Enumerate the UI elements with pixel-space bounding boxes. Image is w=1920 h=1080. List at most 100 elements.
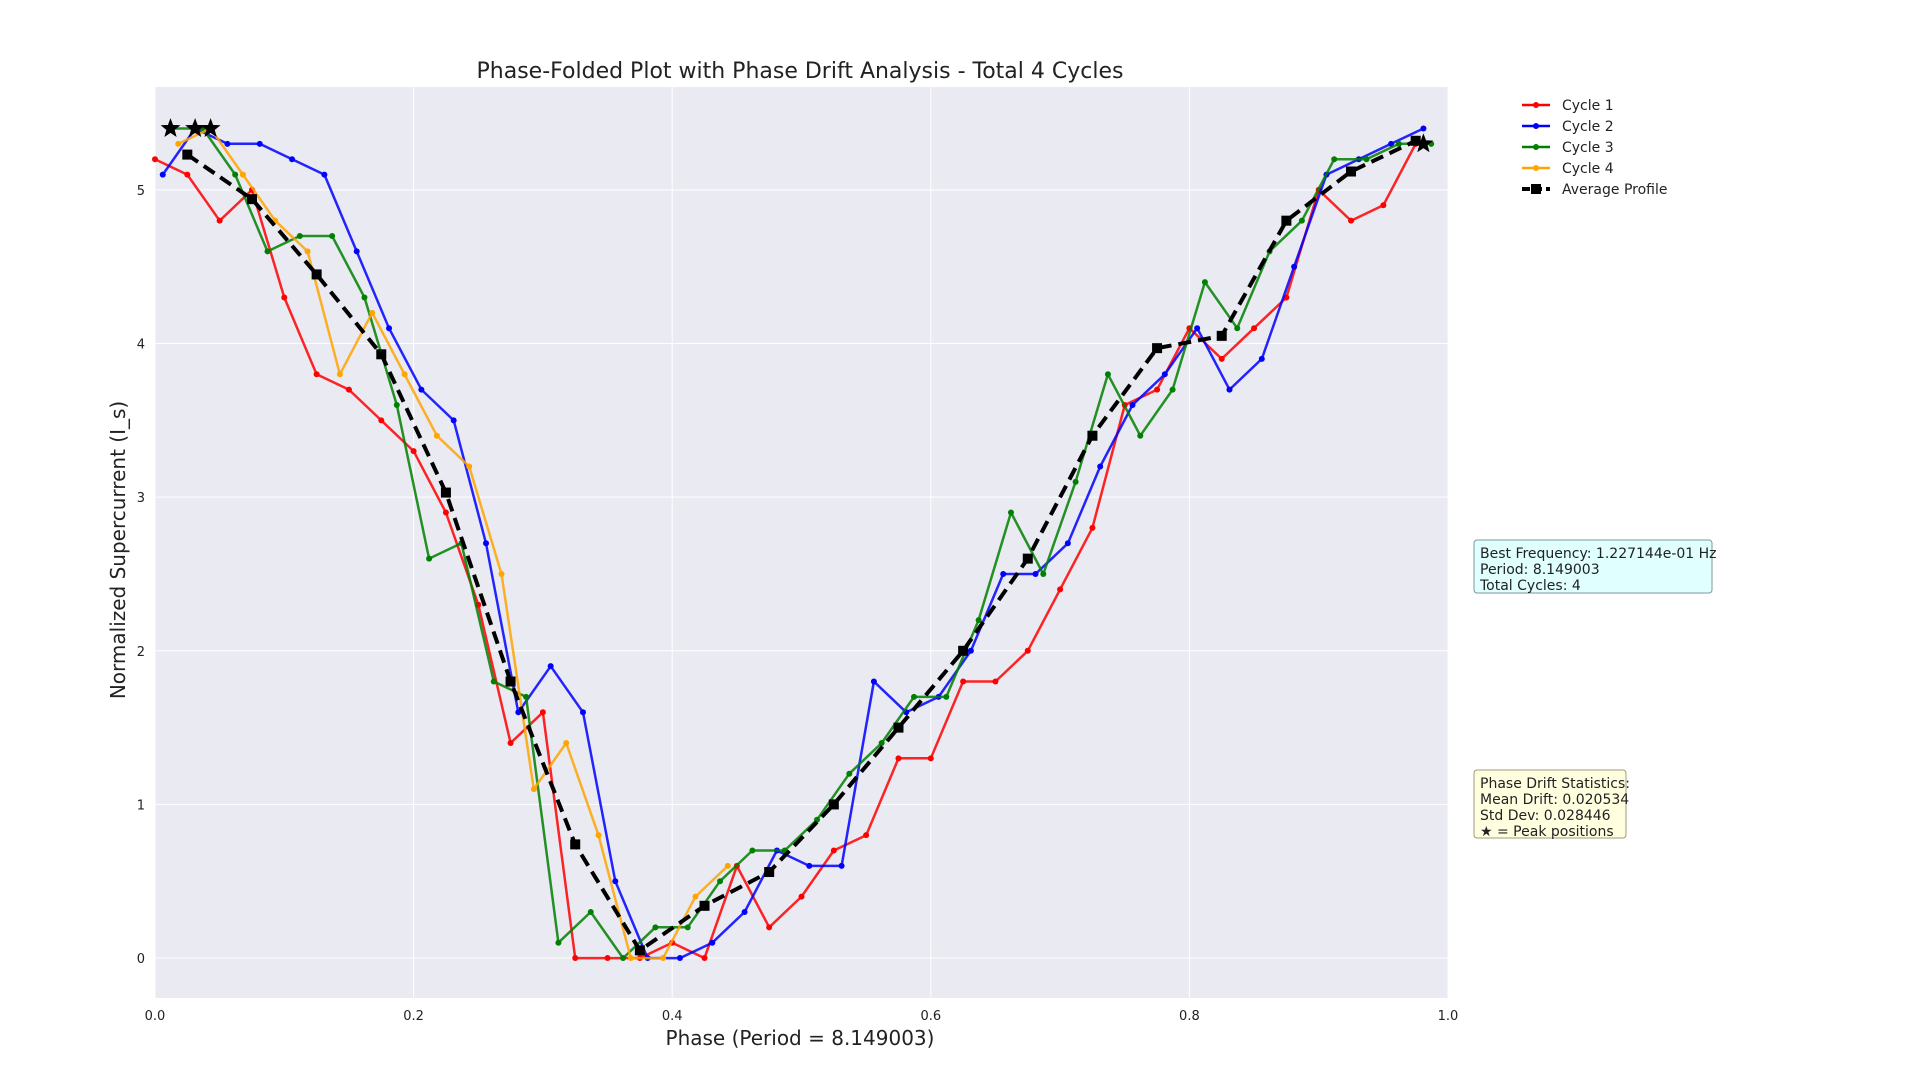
data-point (627, 955, 634, 962)
data-point (749, 847, 756, 854)
data-point (1395, 140, 1402, 147)
legend-label: Cycle 1 (1562, 98, 1614, 114)
peak-star (1413, 133, 1434, 153)
data-point (927, 755, 934, 762)
data-point (634, 945, 645, 956)
peak-star (160, 118, 181, 137)
data-point (660, 955, 667, 962)
peak-star (200, 118, 221, 137)
data-point (893, 722, 904, 733)
data-point (692, 893, 699, 900)
data-point (1201, 279, 1208, 286)
data-point (878, 739, 885, 746)
data-point (1218, 355, 1225, 362)
data-point (246, 194, 257, 205)
data-point (401, 371, 408, 378)
data-point (311, 269, 322, 280)
data-point (870, 678, 877, 685)
data-point (709, 939, 716, 946)
drift-box-line: Std Dev: 0.028446 (1480, 808, 1611, 824)
data-point (806, 862, 813, 869)
data-point (1169, 386, 1176, 393)
peak-markers (160, 118, 1434, 153)
data-point (1388, 140, 1395, 147)
legend-label: Average Profile (1562, 182, 1667, 198)
frequency-box-line: Total Cycles: 4 (1479, 578, 1581, 594)
data-point (296, 233, 303, 240)
data-point (304, 248, 311, 255)
data-point (1251, 325, 1258, 332)
data-point (992, 678, 999, 685)
grid (154, 87, 1449, 998)
x-axis-ticks: 0.0 0.2 0.4 0.6 0.8 1.0 (145, 1009, 1459, 1024)
legend-marker (1533, 123, 1539, 129)
data-point (353, 248, 360, 255)
series-cycle-4 (175, 125, 731, 962)
data-point (175, 140, 182, 147)
data-point (386, 325, 393, 332)
data-point (1064, 540, 1071, 547)
data-point (1298, 217, 1305, 224)
data-point (587, 908, 594, 915)
data-point (563, 739, 570, 746)
series-line (177, 127, 729, 960)
series-layer (152, 125, 1435, 962)
series-line (161, 127, 1424, 960)
data-point (507, 739, 514, 746)
data-point (620, 955, 627, 962)
data-point (1380, 202, 1387, 209)
data-point (570, 839, 581, 850)
data-point (595, 832, 602, 839)
data-point (539, 709, 546, 716)
data-point (1022, 553, 1033, 564)
data-point (838, 862, 845, 869)
data-point (1258, 355, 1265, 362)
data-point (1104, 371, 1111, 378)
data-point (863, 832, 870, 839)
data-point (393, 402, 400, 409)
y-tick-label: 2 (137, 645, 145, 660)
data-point (741, 908, 748, 915)
data-point (547, 663, 554, 670)
data-point (612, 878, 619, 885)
data-point (336, 371, 343, 378)
legend-item: Average Profile (1522, 182, 1667, 198)
data-point (572, 955, 579, 962)
drift-box-line: ★ = Peak positions (1480, 824, 1614, 840)
drift-box-line: Phase Drift Statistics: (1480, 776, 1630, 792)
data-point (717, 878, 724, 885)
legend-label: Cycle 2 (1562, 119, 1614, 135)
data-point (1000, 570, 1007, 577)
data-point (515, 709, 522, 716)
data-point (184, 171, 191, 178)
y-tick-label: 4 (137, 338, 145, 353)
data-point (1137, 432, 1144, 439)
data-point (216, 217, 223, 224)
data-point (433, 432, 440, 439)
data-point (361, 294, 368, 301)
data-point (483, 540, 490, 547)
drift-stats-box: Phase Drift Statistics: Mean Drift: 0.02… (1473, 769, 1630, 840)
data-point (313, 371, 320, 378)
data-point (1291, 263, 1298, 270)
data-point (426, 555, 433, 562)
frequency-box-background (1473, 539, 1713, 594)
data-point (1216, 330, 1227, 341)
series-line (186, 138, 1417, 953)
drift-box-background (1473, 769, 1627, 839)
x-tick-label: 0.0 (145, 1009, 166, 1024)
data-point (256, 140, 263, 147)
legend-label: Cycle 3 (1562, 140, 1614, 156)
data-point (604, 955, 611, 962)
data-point (289, 156, 296, 163)
data-point (699, 900, 710, 911)
data-point (1234, 325, 1241, 332)
x-axis-label: Phase (Period = 8.149003) (666, 1026, 935, 1050)
data-point (159, 171, 166, 178)
data-point (1129, 402, 1136, 409)
drift-box-line: Mean Drift: 0.020534 (1480, 792, 1629, 808)
data-point (960, 678, 967, 685)
data-point (684, 924, 691, 931)
data-point (1281, 215, 1292, 226)
